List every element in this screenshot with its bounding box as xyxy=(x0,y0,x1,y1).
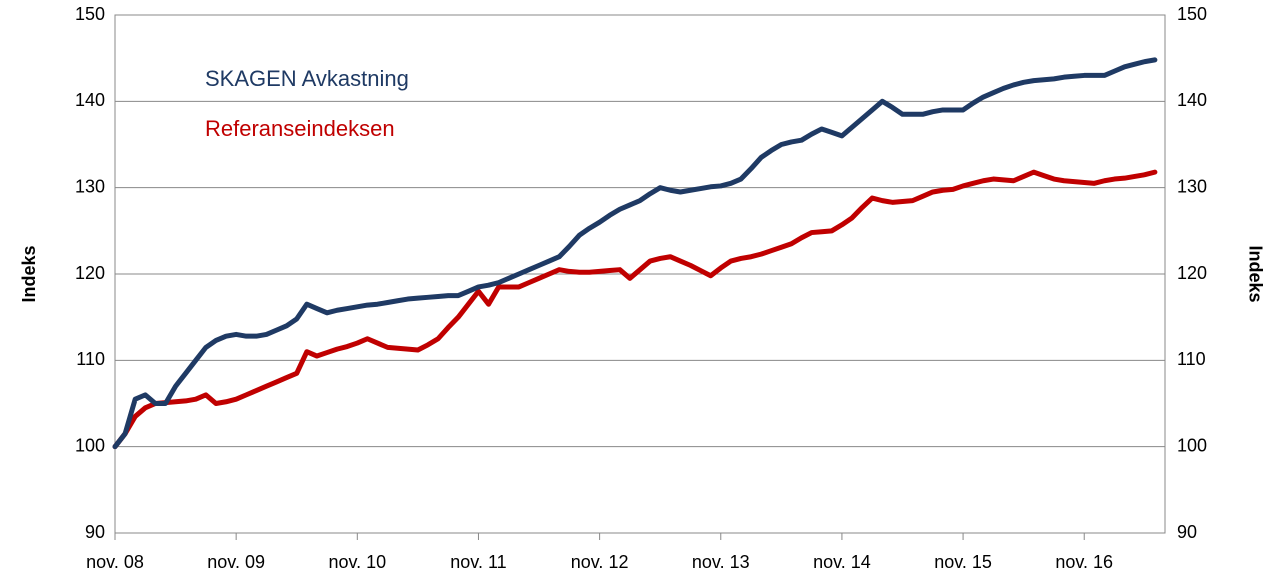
y-tick-label: 90 xyxy=(85,522,105,542)
y2-tick-label: 90 xyxy=(1177,522,1197,542)
y2-tick-label: 150 xyxy=(1177,4,1207,24)
y2-tick-label: 100 xyxy=(1177,435,1207,455)
y2-tick-label: 110 xyxy=(1177,349,1206,369)
x-tick-label: nov. 16 xyxy=(1055,552,1113,572)
y-tick-label: 140 xyxy=(75,90,105,110)
y2-tick-label: 140 xyxy=(1177,90,1207,110)
x-tick-label: nov. 14 xyxy=(813,552,871,572)
y-tick-label: 100 xyxy=(75,435,105,455)
y-tick-label: 130 xyxy=(75,176,105,196)
y-tick-label: 150 xyxy=(75,4,105,24)
y-axis-label: Indeks xyxy=(19,245,39,302)
x-tick-label: nov. 11 xyxy=(450,552,506,572)
x-tick-label: nov. 13 xyxy=(692,552,750,572)
legend-label: Referanseindeksen xyxy=(205,116,395,141)
y-tick-label: 110 xyxy=(76,349,105,369)
y-tick-label: 120 xyxy=(75,263,105,283)
plot-frame xyxy=(114,14,1166,534)
y2-axis-label: Indeks xyxy=(1245,245,1265,302)
x-tick-label: nov. 08 xyxy=(86,552,144,572)
x-tick-label: nov. 10 xyxy=(328,552,386,572)
series-line xyxy=(112,169,1158,450)
x-tick-label: nov. 12 xyxy=(571,552,629,572)
series-line xyxy=(112,57,1158,450)
x-tick-label: nov. 15 xyxy=(934,552,992,572)
legend-label: SKAGEN Avkastning xyxy=(205,66,409,91)
y2-tick-label: 130 xyxy=(1177,176,1207,196)
y2-tick-label: 120 xyxy=(1177,263,1207,283)
x-tick-label: nov. 09 xyxy=(207,552,265,572)
